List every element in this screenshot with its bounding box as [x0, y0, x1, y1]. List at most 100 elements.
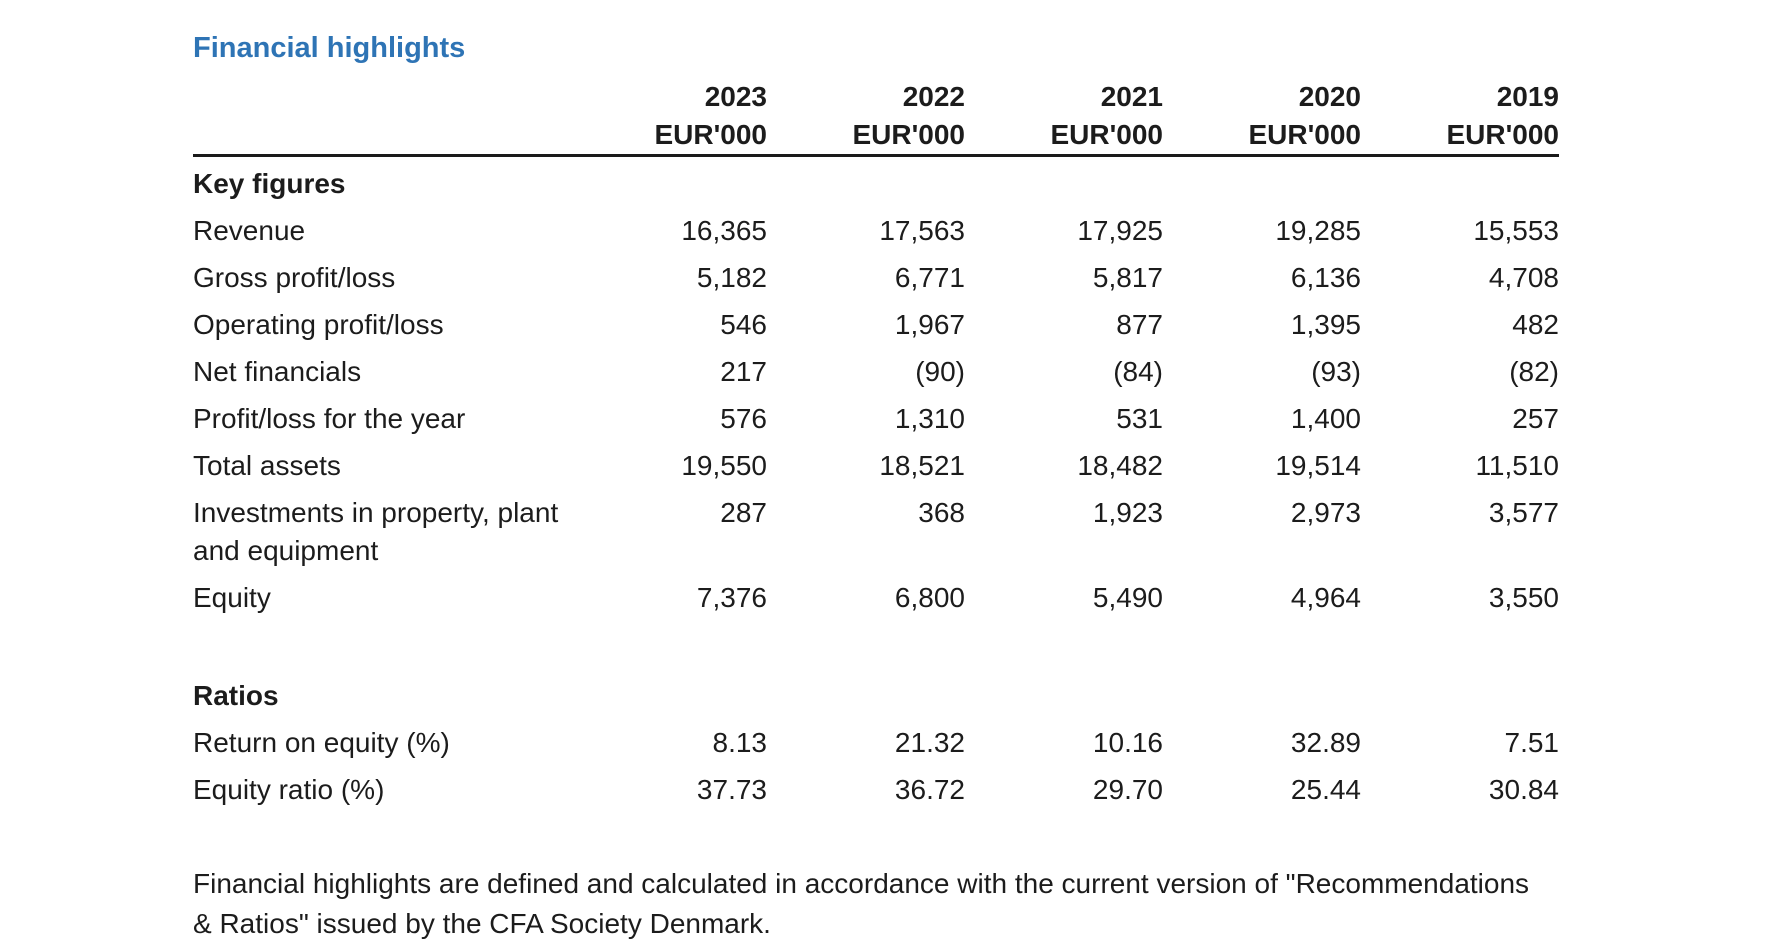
cell-value: 1,400 [1290, 403, 1361, 434]
table-row: Investments in property, plant and equip… [193, 485, 1559, 570]
cell-value: 3,550 [1488, 582, 1559, 613]
row-label: Profit/loss for the year [193, 403, 466, 434]
empty-cell [1361, 156, 1559, 204]
cell-value: 6,800 [894, 582, 965, 613]
page-title: Financial highlights [193, 32, 466, 64]
cell-value: 7,376 [696, 582, 767, 613]
table-row: Profit/loss for the year 576 1,310 531 1,400… [193, 391, 1559, 438]
cell-value: 546 [720, 309, 767, 340]
row-label: Total assets [193, 450, 341, 481]
cell-value: 1,310 [894, 403, 965, 434]
cell-value: 36.72 [894, 774, 965, 805]
unit-header-row: EUR'000 EUR'000 EUR'000 EUR'000 EUR'000 [193, 116, 1560, 156]
financial-highlights-table: 2023 2022 2021 2020 2019 EUR'000 EUR'000 EUR'0… [193, 78, 1559, 809]
cell-value: 531 [1116, 403, 1163, 434]
unit-header: EUR'000 [1248, 119, 1362, 150]
table-body: Key figures Revenue 16,365 17,563 17,925 19,2… [193, 156, 1559, 810]
cell-value: 16,365 [681, 215, 767, 246]
cell-value: 25.44 [1290, 774, 1361, 805]
empty-cell [965, 156, 1163, 204]
cell-value: 10.16 [1092, 727, 1163, 758]
footnote: Financial highlights are defined and cal… [193, 868, 1530, 939]
cell-value: 17,563 [879, 215, 965, 246]
financial-highlights-page: Financial highlights 2023 2022 2021 2020 201… [193, 28, 1559, 944]
section-heading-row: Key figures [193, 156, 1559, 204]
cell-value: 4,964 [1290, 582, 1361, 613]
cell-value: (93) [1311, 356, 1361, 387]
cell-value: 368 [918, 497, 965, 528]
cell-value: 11,510 [1475, 450, 1559, 481]
corner-cell [193, 116, 569, 156]
table-row: Gross profit/loss 5,182 6,771 5,817 6,136 4,7… [193, 250, 1559, 297]
cell-value: 19,285 [1275, 215, 1361, 246]
table-row: Total assets 19,550 18,521 18,482 19,514 11,5… [193, 438, 1559, 485]
cell-value: 6,771 [894, 262, 965, 293]
section-heading-row: Ratios [193, 669, 1559, 715]
row-label: Gross profit/loss [193, 262, 396, 293]
cell-value: 877 [1116, 309, 1163, 340]
row-label: Net financials [193, 356, 362, 387]
row-label: Operating profit/loss [193, 309, 444, 340]
cell-value: 32.89 [1290, 727, 1361, 758]
section-heading: Ratios [193, 680, 279, 711]
row-label: Investments in property, plant and equip… [193, 497, 559, 566]
year-header: 2019 [1496, 81, 1559, 112]
year-header: 2020 [1298, 81, 1361, 112]
cell-value: (82) [1509, 356, 1559, 387]
cell-value: 8.13 [712, 727, 768, 758]
row-label: Equity ratio (%) [193, 774, 385, 805]
table-row: Net financials 217 (90) (84) (93) (82) [193, 344, 1559, 391]
cell-value: 29.70 [1092, 774, 1163, 805]
cell-value: 7.51 [1504, 727, 1560, 758]
empty-cell [965, 669, 1163, 715]
year-header: 2023 [704, 81, 767, 112]
cell-value: 576 [720, 403, 767, 434]
cell-value: 482 [1512, 309, 1559, 340]
unit-header: EUR'000 [1050, 119, 1164, 150]
cell-value: 257 [1512, 403, 1559, 434]
cell-value: 3,577 [1488, 497, 1559, 528]
table-row: Equity 7,376 6,800 5,490 4,964 3,550 [193, 570, 1559, 617]
cell-value: 5,182 [696, 262, 767, 293]
cell-value: 17,925 [1077, 215, 1163, 246]
empty-cell [767, 156, 965, 204]
cell-value: 18,482 [1077, 450, 1163, 481]
cell-value: 15,553 [1473, 215, 1559, 246]
table-header: 2023 2022 2021 2020 2019 EUR'000 EUR'000 EUR'0… [193, 78, 1559, 156]
cell-value: 1,923 [1092, 497, 1163, 528]
corner-cell [193, 78, 569, 116]
empty-cell [569, 156, 767, 204]
cell-value: (90) [915, 356, 965, 387]
empty-cell [1163, 669, 1361, 715]
cell-value: 19,514 [1275, 450, 1361, 481]
cell-value: 1,967 [894, 309, 965, 340]
table-row: Revenue 16,365 17,563 17,925 19,285 15,553 [193, 203, 1559, 250]
cell-value: 19,550 [681, 450, 767, 481]
row-label: Return on equity (%) [193, 727, 450, 758]
table-row: Return on equity (%) 8.13 21.32 10.16 32.89 7… [193, 715, 1559, 762]
empty-cell [767, 669, 965, 715]
cell-value: 1,395 [1290, 309, 1361, 340]
unit-header: EUR'000 [654, 119, 768, 150]
year-header: 2022 [902, 81, 965, 112]
cell-value: 5,817 [1092, 262, 1163, 293]
cell-value: 37.73 [696, 774, 767, 805]
cell-value: 4,708 [1488, 262, 1559, 293]
empty-cell [1163, 156, 1361, 204]
cell-value: 5,490 [1092, 582, 1163, 613]
cell-value: 287 [720, 497, 767, 528]
section-heading: Key figures [193, 168, 346, 199]
unit-header: EUR'000 [1446, 119, 1560, 150]
spacer-cell [193, 617, 569, 669]
section-spacer-row [193, 617, 1559, 669]
cell-value: 21.32 [894, 727, 965, 758]
cell-value: 217 [720, 356, 767, 387]
cell-value: 30.84 [1488, 774, 1559, 805]
unit-header: EUR'000 [852, 119, 966, 150]
cell-value: 2,973 [1290, 497, 1361, 528]
cell-value: 6,136 [1290, 262, 1361, 293]
row-label: Revenue [193, 215, 306, 246]
cell-value: 18,521 [879, 450, 965, 481]
row-label: Equity [193, 582, 271, 613]
table-row: Operating profit/loss 546 1,967 877 1,395 482 [193, 297, 1559, 344]
